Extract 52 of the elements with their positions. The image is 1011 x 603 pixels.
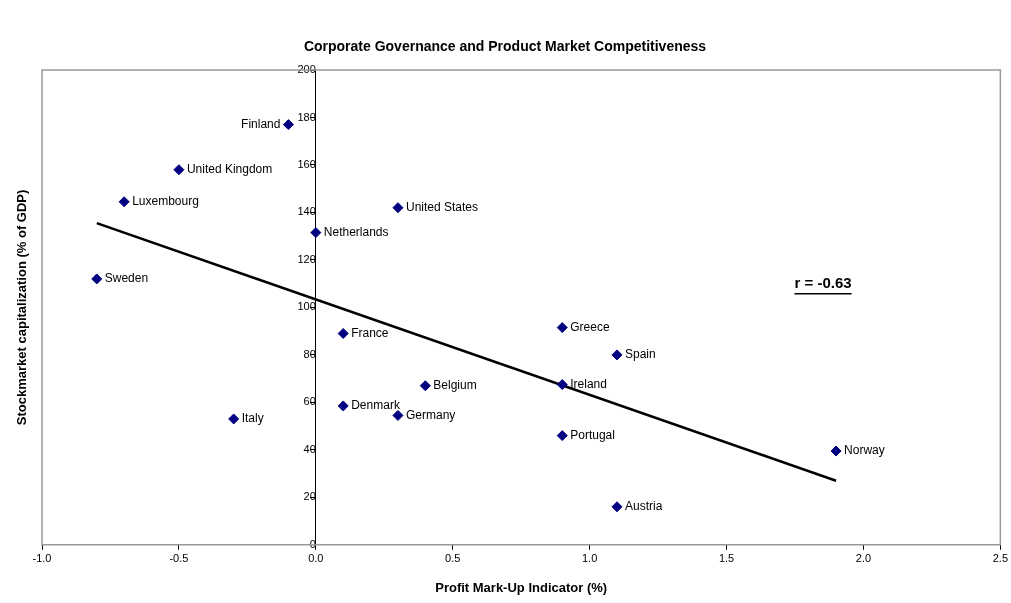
annotation: Portugal <box>570 427 615 442</box>
point <box>419 380 431 392</box>
annotation: Spain <box>625 347 656 362</box>
annotation: United States <box>405 200 479 214</box>
x-tick-label: 1.5 <box>718 552 735 565</box>
point <box>228 413 240 425</box>
x-tick-label: -1.0 <box>32 552 52 565</box>
annotation: Denmark <box>351 398 401 413</box>
y-tick-label: 100 <box>297 300 316 313</box>
annotation: Finland <box>241 116 281 131</box>
y-axis-title: Stockmarket capitalization (% of GDP) <box>13 189 29 426</box>
point <box>337 328 349 340</box>
point <box>282 119 294 131</box>
point <box>830 445 842 457</box>
annotation: Luxembourg <box>132 194 199 209</box>
point <box>556 430 568 442</box>
point <box>611 349 623 361</box>
x-axis-title: Profit Mark-Up Indicator (%) <box>435 579 608 595</box>
annotation: Belgium <box>433 378 477 393</box>
annotation: United Kingdom <box>186 162 273 177</box>
annotation: France <box>351 325 389 340</box>
annotation: Italy <box>241 411 264 426</box>
chart-title: Corporate Governance and Product Market Competitiveness <box>303 37 707 54</box>
x-tick-label: -0.5 <box>169 552 189 565</box>
point <box>337 400 349 412</box>
x-tick-label: 0.0 <box>308 552 324 565</box>
annotation: Austria <box>625 499 663 514</box>
y-tick-label: 180 <box>297 110 316 123</box>
annotation: Germany <box>405 407 456 422</box>
y-tick-label: 120 <box>297 252 316 265</box>
point <box>310 227 322 239</box>
x-tick-label: 0.5 <box>445 552 461 565</box>
x-tick-label: 2.5 <box>992 552 1008 565</box>
point <box>611 501 623 513</box>
annotation: Norway <box>844 443 885 458</box>
point <box>556 379 568 391</box>
x-tick-label: 1.0 <box>581 552 598 565</box>
point <box>173 164 185 176</box>
annotation: Ireland <box>570 376 607 391</box>
y-tick-label: 140 <box>297 205 316 218</box>
point <box>556 322 568 334</box>
annotation: Sweden <box>104 271 149 286</box>
y-tick-label: 200 <box>297 63 316 76</box>
annotation: Netherlands <box>323 224 389 239</box>
y-tick-label: 160 <box>297 157 316 170</box>
point <box>91 273 103 285</box>
annotation: r = -0.63 <box>794 273 852 291</box>
x-tick-label: 2.0 <box>855 552 872 565</box>
point <box>392 409 404 421</box>
annotation: Greece <box>570 319 610 334</box>
point <box>392 202 404 214</box>
point <box>118 196 130 208</box>
